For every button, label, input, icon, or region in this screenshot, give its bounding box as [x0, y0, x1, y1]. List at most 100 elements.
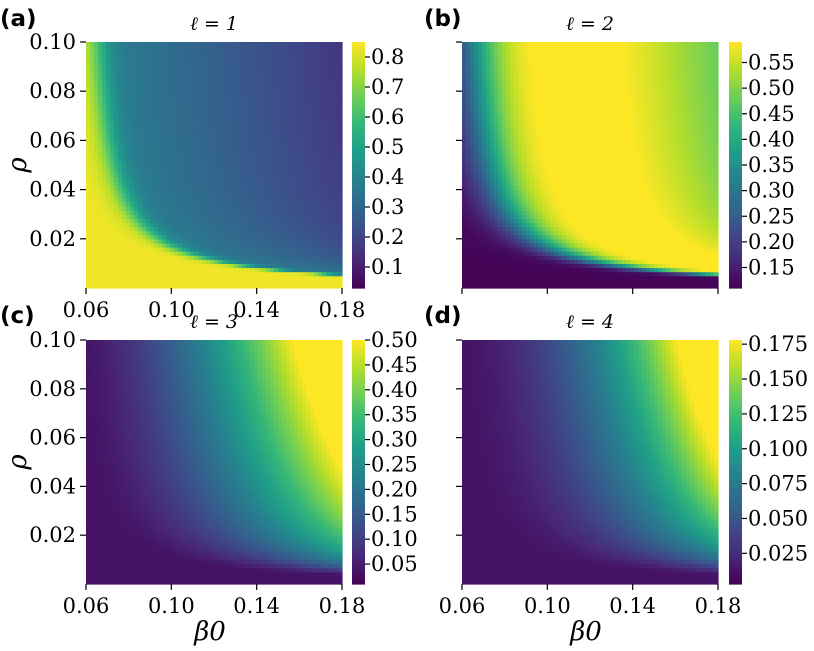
heatmap-cell — [262, 103, 267, 109]
heatmap-cell — [290, 234, 295, 240]
heatmap-cell — [178, 148, 183, 154]
heatmap-cell — [242, 169, 247, 174]
heatmap-cell — [306, 111, 311, 117]
heatmap-cell — [494, 124, 499, 129]
heatmap-cell — [250, 193, 255, 199]
heatmap-cell — [522, 83, 527, 88]
heatmap-cell — [138, 214, 143, 219]
heatmap-cell — [286, 234, 291, 240]
heatmap-cell — [210, 54, 215, 59]
heatmap-cell — [482, 54, 487, 59]
heatmap-cell — [198, 263, 203, 269]
heatmap-cell — [230, 95, 235, 100]
heatmap-cell — [222, 83, 227, 88]
heatmap-cell — [302, 111, 307, 117]
heatmap-cell — [282, 95, 287, 100]
heatmap-cell — [202, 156, 207, 162]
heatmap-cell — [110, 83, 115, 88]
heatmap-cell — [298, 247, 303, 252]
heatmap-cell — [214, 222, 219, 228]
heatmap-cell — [158, 230, 163, 236]
heatmap-cell — [518, 267, 523, 273]
heatmap-cell — [266, 87, 271, 92]
heatmap-cell — [142, 115, 147, 121]
heatmap-cell — [290, 214, 295, 219]
heatmap-cell — [186, 251, 191, 256]
heatmap-cell — [462, 255, 467, 260]
heatmap-cell — [182, 193, 187, 199]
heatmap-cell — [214, 226, 219, 232]
heatmap-cell — [270, 95, 275, 100]
heatmap-cell — [198, 226, 203, 232]
heatmap-cell — [226, 177, 231, 182]
heatmap-cell — [202, 263, 207, 269]
heatmap-cell — [250, 99, 255, 105]
heatmap-cell — [338, 206, 343, 211]
heatmap-cell — [474, 78, 479, 84]
heatmap-cell — [478, 206, 483, 211]
heatmap-cell — [230, 62, 235, 68]
heatmap-cell — [486, 189, 491, 195]
heatmap-cell — [258, 275, 263, 281]
heatmap-cell — [118, 144, 123, 150]
heatmap-cell — [134, 124, 139, 129]
heatmap-cell — [122, 128, 127, 133]
heatmap-cell — [270, 210, 275, 215]
heatmap-cell — [102, 156, 107, 162]
heatmap-cell — [218, 218, 223, 223]
heatmap-cell — [142, 58, 147, 64]
heatmap-cell — [330, 201, 335, 207]
heatmap-cell — [110, 181, 115, 187]
heatmap-cell — [258, 160, 263, 166]
heatmap-cell — [330, 152, 335, 158]
heatmap-cell — [510, 50, 515, 55]
heatmap-cell — [322, 173, 327, 178]
heatmap-cell — [466, 242, 471, 248]
heatmap-cell — [290, 124, 295, 129]
heatmap-cell — [518, 58, 523, 64]
heatmap-cell — [526, 136, 531, 141]
heatmap-cell — [182, 181, 187, 187]
heatmap-cell — [194, 42, 199, 47]
heatmap-cell — [306, 148, 311, 154]
heatmap-cell — [86, 54, 91, 59]
heatmap-cell — [302, 95, 307, 100]
heatmap-cell — [102, 62, 107, 68]
heatmap-cell — [142, 144, 147, 150]
heatmap-cell — [266, 103, 271, 109]
heatmap-cell — [290, 128, 295, 133]
heatmap-cell — [510, 169, 515, 174]
heatmap-cell — [522, 119, 527, 125]
heatmap-cell — [218, 144, 223, 150]
heatmap-cell — [154, 251, 159, 256]
heatmap-cell — [210, 136, 215, 141]
heatmap-cell — [474, 62, 479, 68]
heatmap-cell — [178, 136, 183, 141]
heatmap-cell — [90, 74, 95, 80]
heatmap-cell — [86, 128, 91, 133]
heatmap-cell — [254, 263, 259, 269]
heatmap-cell — [494, 275, 499, 281]
heatmap-cell — [518, 275, 523, 281]
heatmap-cell — [322, 54, 327, 59]
heatmap-cell — [334, 283, 339, 289]
heatmap-cell — [86, 87, 91, 92]
heatmap-cell — [206, 70, 211, 76]
heatmap-cell — [178, 160, 183, 166]
heatmap-cell — [338, 283, 343, 289]
heatmap-cell — [490, 119, 495, 125]
heatmap-cell — [498, 103, 503, 109]
heatmap-cell — [90, 242, 95, 248]
heatmap-cell — [510, 283, 515, 289]
heatmap-cell — [222, 165, 227, 170]
heatmap-cell — [166, 238, 171, 244]
heatmap-cell — [502, 103, 507, 109]
heatmap-cell — [198, 230, 203, 236]
heatmap-cell — [502, 46, 507, 51]
heatmap-cell — [466, 177, 471, 182]
heatmap-cell — [334, 144, 339, 150]
heatmap-cell — [494, 160, 499, 166]
heatmap-cell — [118, 181, 123, 187]
heatmap-cell — [306, 197, 311, 203]
heatmap-cell — [290, 251, 295, 256]
